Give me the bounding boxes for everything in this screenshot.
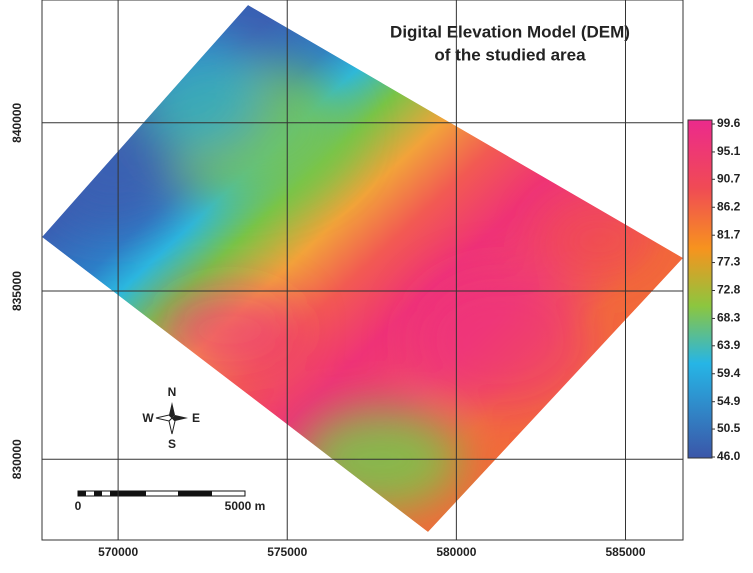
scale-end: 5000 m [225, 499, 266, 513]
page: {"map": { "title": ["Digital Elevation M… [0, 0, 753, 568]
y-tick-label: 835000 [10, 271, 24, 311]
colorbar-label: 99.6 [717, 116, 741, 130]
colorbar-label: 77.3 [717, 255, 741, 269]
compass-n: N [168, 385, 177, 399]
map: Digital Elevation Model (DEM) of the stu… [0, 0, 753, 568]
colorbar-label: 68.3 [717, 311, 741, 325]
colorbar-label: 59.4 [717, 366, 741, 380]
x-tick-label: 570000 [98, 545, 138, 559]
compass-e: E [192, 411, 200, 425]
compass-s: S [168, 437, 176, 451]
x-tick-label: 575000 [267, 545, 307, 559]
dem-surface [40, 5, 683, 532]
x-tick-label: 585000 [605, 545, 645, 559]
colorbar-label: 63.9 [717, 338, 741, 352]
colorbar-label: 54.9 [717, 394, 741, 408]
colorbar-label: 81.7 [717, 227, 741, 241]
compass-w: W [142, 411, 154, 425]
title-line: of the studied area [434, 45, 586, 64]
colorbar [688, 120, 712, 458]
title-line: Digital Elevation Model (DEM) [390, 22, 630, 41]
y-tick-label: 840000 [10, 102, 24, 142]
colorbar-label: 86.2 [717, 199, 741, 213]
colorbar-label: 46.0 [717, 449, 741, 463]
scale-bar: 0 5000 m [75, 491, 266, 513]
colorbar-label: 90.7 [717, 171, 741, 185]
scale-start: 0 [75, 499, 82, 513]
compass: N S W E [142, 385, 200, 451]
colorbar-label: 50.5 [717, 421, 741, 435]
colorbar-label: 95.1 [717, 144, 741, 158]
colorbar-label: 72.8 [717, 283, 741, 297]
x-tick-label: 580000 [436, 545, 476, 559]
y-tick-label: 830000 [10, 439, 24, 479]
